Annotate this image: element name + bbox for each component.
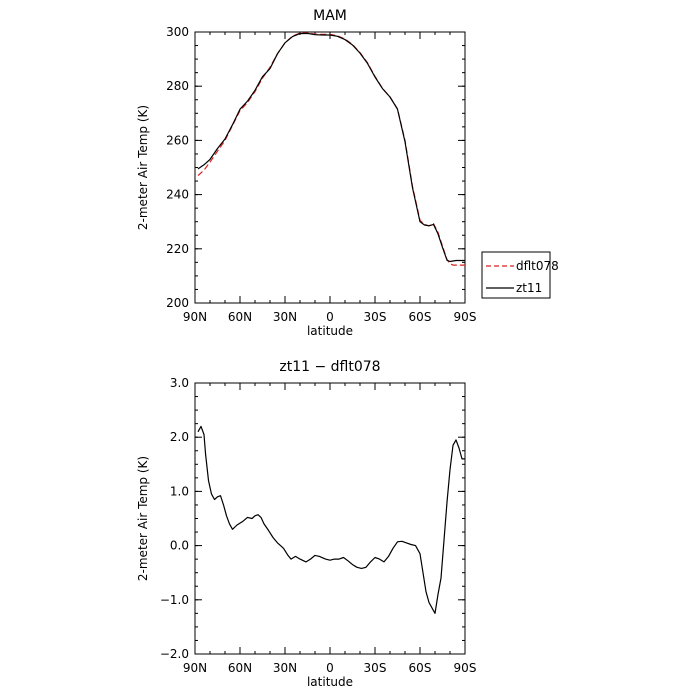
- x-tick-label: 60S: [409, 310, 432, 324]
- x-tick-label: 90S: [454, 310, 477, 324]
- x-tick-label: 30N: [273, 661, 297, 675]
- x-axis-label: latitude: [307, 324, 353, 338]
- y-tick-label: 280: [166, 79, 189, 93]
- plot-frame: [194, 382, 466, 655]
- x-tick-label: 0: [326, 661, 334, 675]
- y-axis-label: 2-meter Air Temp (K): [136, 456, 150, 581]
- y-tick-label: 300: [166, 25, 189, 39]
- y-tick-label: 220: [166, 242, 189, 256]
- series-line-dflt078: [197, 32, 465, 266]
- x-tick-label: 60N: [228, 310, 252, 324]
- plot-1: 90N 60N 30N 0 30S 60S 90S 200 220 240 260 280 300 MAM…: [136, 8, 559, 338]
- x-tick-label: 30S: [364, 661, 387, 675]
- legend-label-zt11: zt11: [516, 281, 542, 295]
- y-tick-label: 3.0: [170, 376, 189, 390]
- series-line-zt11: [197, 32, 465, 263]
- y-tick-label: 200: [166, 296, 189, 310]
- plot-title: MAM: [313, 8, 347, 24]
- legend-box: [481, 251, 551, 299]
- x-tick-label: 90N: [183, 661, 207, 675]
- y-axis-label: 2-meter Air Temp (K): [136, 105, 150, 230]
- legend-label-dflt078: dflt078: [516, 259, 559, 273]
- x-tick-label: 90S: [454, 661, 477, 675]
- y-tick-label: 240: [166, 188, 189, 202]
- x-axis-label: latitude: [307, 675, 353, 689]
- plot-2: 90N 60N 30N 0 30S 60S 90S −2.0 −1.0 0.0 1.0 2.0 3.0 z…: [136, 359, 476, 689]
- y-tick-label: −2.0: [160, 647, 189, 661]
- legend: dflt078 zt11: [481, 251, 559, 299]
- y-tick-label: 0.0: [170, 539, 189, 553]
- plot-frame: [194, 31, 466, 304]
- x-tick-label: 0: [326, 310, 334, 324]
- y-tick-label: 260: [166, 133, 189, 147]
- y-tick-label: −1.0: [160, 593, 189, 607]
- x-tick-label: 30S: [364, 310, 387, 324]
- y-tick-label: 1.0: [170, 484, 189, 498]
- series-line-difference: [197, 425, 465, 614]
- y-tick-label: 2.0: [170, 430, 189, 444]
- plot-title: zt11 − dflt078: [279, 359, 380, 375]
- x-tick-label: 60S: [409, 661, 432, 675]
- x-tick-label: 30N: [273, 310, 297, 324]
- x-tick-label: 90N: [183, 310, 207, 324]
- x-tick-label: 60N: [228, 661, 252, 675]
